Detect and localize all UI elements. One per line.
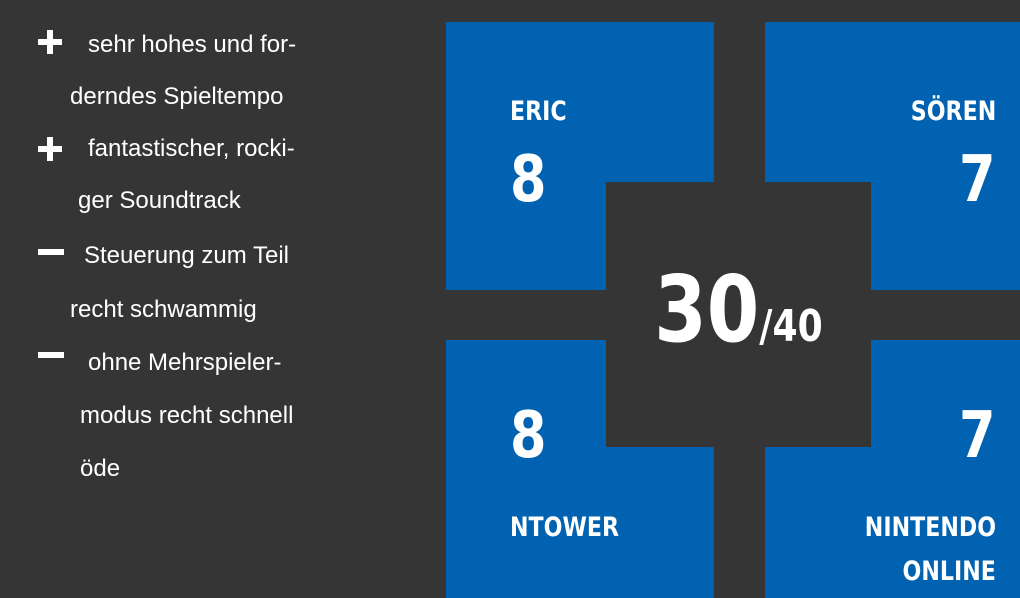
plus-icon: [38, 137, 62, 161]
reviewer-name: SÖREN: [910, 96, 996, 127]
pro-text-line: sehr hohes und for-: [88, 31, 297, 58]
con-text-line: Steuerung zum Teil: [84, 242, 290, 269]
reviewer-score: 7: [959, 399, 996, 473]
con-text-line: ohne Mehrspieler-: [88, 349, 282, 376]
minus-icon: [38, 249, 64, 255]
plus-icon: [38, 30, 62, 54]
reviewer-name: ERIC: [510, 96, 567, 127]
reviewer-name: NTOWER: [510, 512, 620, 543]
reviewer-name-line: ONLINE: [902, 556, 996, 587]
total-score: 30/40: [630, 260, 847, 377]
minus-icon: [38, 352, 64, 358]
reviewer-score: 8: [510, 143, 547, 217]
con-text-line: modus recht schnell: [80, 402, 294, 429]
total-score-box: 30/40: [606, 182, 871, 447]
reviewer-score: 8: [510, 399, 547, 473]
pro-text-line: derndes Spieltempo: [70, 83, 284, 110]
con-text-line: recht schwammig: [70, 296, 257, 323]
pro-text-line: ger Soundtrack: [78, 187, 241, 214]
total-score-value: 30: [654, 256, 760, 363]
con-text-line: öde: [80, 455, 121, 482]
pros-cons-list: sehr hohes und for- derndes Spieltempo f…: [0, 0, 400, 598]
reviewer-score: 7: [959, 143, 996, 217]
reviewer-name-line: NINTENDO: [864, 512, 996, 543]
pro-text-line: fantastischer, rocki-: [88, 135, 295, 162]
rating-tile-eric: ERIC 8: [446, 22, 714, 290]
total-score-max: /40: [759, 301, 823, 352]
